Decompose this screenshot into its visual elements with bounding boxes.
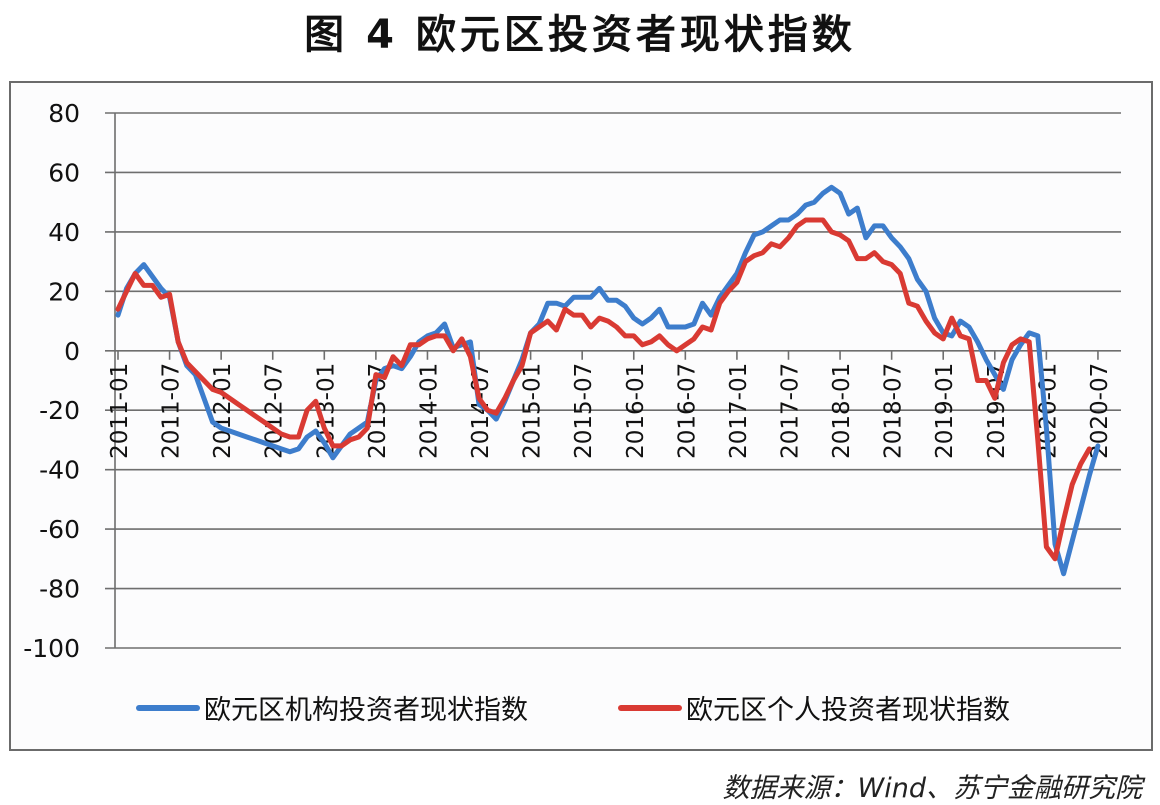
series-institutional-line [115, 184, 1101, 577]
gridlines [105, 112, 1121, 649]
series-lines [115, 184, 1101, 577]
y-tick-label: -100 [23, 634, 80, 663]
y-tick-label: 80 [48, 99, 80, 128]
x-tick-label: 2019-01 [932, 363, 958, 459]
x-tick-label: 2018-01 [829, 363, 855, 459]
x-tick-label: 2012-01 [210, 363, 236, 459]
x-tick-label: 2011-01 [107, 363, 133, 459]
chart-frame [9, 81, 1153, 751]
y-tick-label: -40 [39, 456, 80, 485]
x-tick-label: 2018-07 [881, 363, 907, 459]
y-tick-label: 0 [64, 337, 80, 366]
x-tick-label: 2015-07 [571, 363, 597, 459]
y-tick-label: 60 [48, 158, 80, 187]
legend-label: 欧元区机构投资者现状指数 [204, 695, 528, 726]
series-individual-line [115, 217, 1092, 562]
y-tick-label: -20 [39, 396, 80, 425]
x-tick-label: 2020-07 [1087, 363, 1113, 459]
x-tick-label: 2015-01 [520, 363, 546, 459]
legend-swatch-blue-icon [136, 704, 200, 711]
x-tick-label: 2016-07 [674, 363, 700, 459]
legend-item-individual: 欧元区个人投资者现状指数 [618, 688, 1010, 727]
x-tick-label: 2017-01 [726, 363, 752, 459]
y-axis-ticks: 80 60 40 20 0 -20 -40 -60 -80 -100 [23, 99, 80, 663]
x-tick-label: 2011-07 [159, 363, 185, 459]
legend-swatch-red-icon [618, 704, 682, 711]
x-tick-label: 2017-07 [777, 363, 803, 459]
legend-label: 欧元区个人投资者现状指数 [686, 695, 1010, 726]
x-tick-label: 2016-01 [623, 363, 649, 459]
y-tick-label: -60 [39, 515, 80, 544]
legend-item-institutional: 欧元区机构投资者现状指数 [136, 688, 528, 727]
x-tick-label: 2014-01 [416, 363, 442, 459]
y-tick-label: 40 [48, 218, 80, 247]
chart-title: 图 4 欧元区投资者现状指数 [304, 12, 856, 58]
y-tick-label: 20 [48, 277, 80, 306]
x-axis: 2011-01 2011-07 2012-01 2012-07 2013-01 2013-… [107, 350, 1113, 459]
y-tick-label: -80 [39, 575, 80, 604]
legend: 欧元区机构投资者现状指数 欧元区个人投资者现状指数 [0, 688, 1160, 728]
data-source-note: 数据来源：Wind、苏宁金融研究院 [722, 773, 1142, 804]
